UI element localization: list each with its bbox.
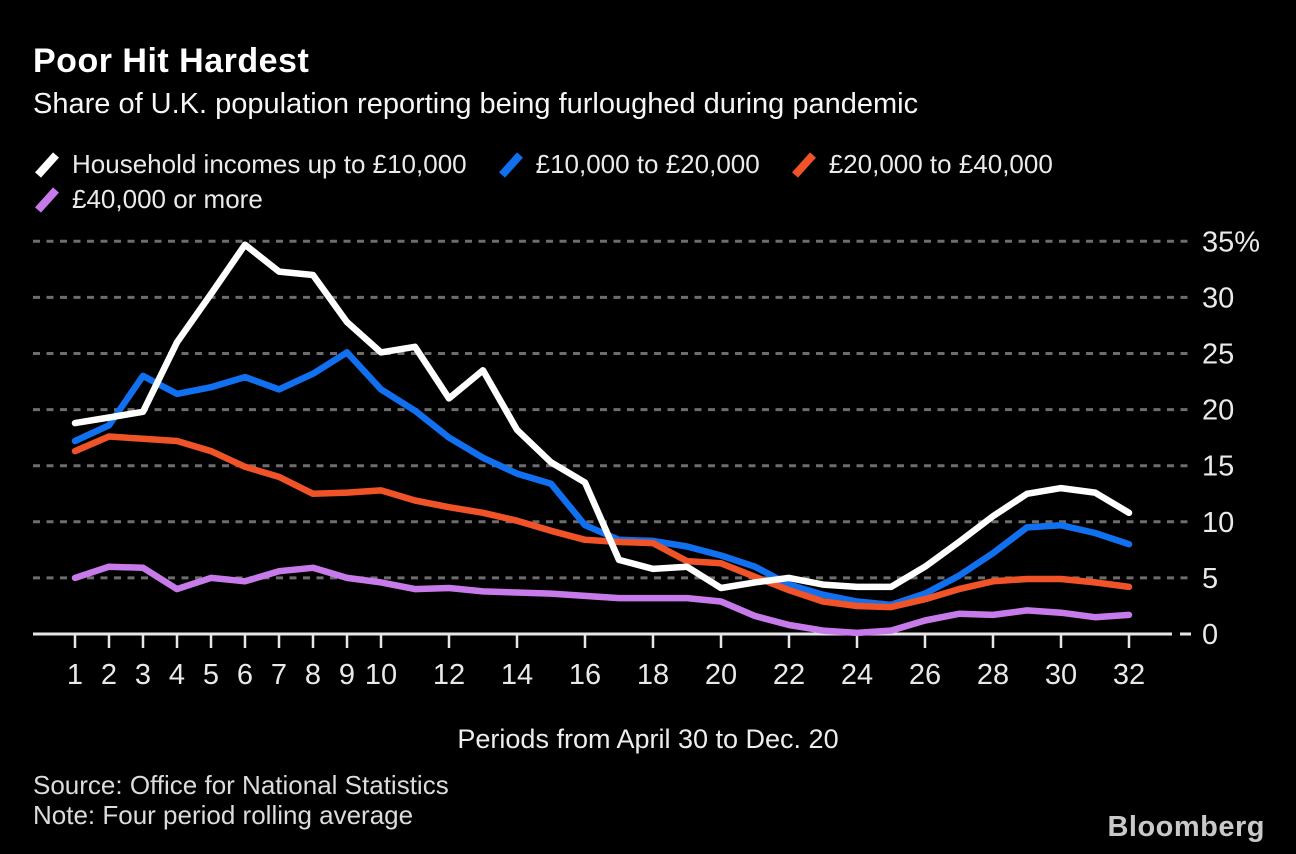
x-tick-label: 9 bbox=[339, 659, 355, 691]
legend-item: £10,000 to £20,000 bbox=[497, 149, 760, 180]
legend-item: Household incomes up to £10,000 bbox=[33, 149, 467, 180]
y-tick-label: 10 bbox=[1202, 507, 1234, 539]
x-tick-label: 20 bbox=[705, 659, 737, 691]
y-tick-label: 5 bbox=[1202, 563, 1218, 595]
x-tick-label: 7 bbox=[271, 659, 287, 691]
x-tick-label: 12 bbox=[433, 659, 465, 691]
legend-item-label: Household incomes up to £10,000 bbox=[72, 149, 467, 179]
legend-item-label: £20,000 to £40,000 bbox=[828, 149, 1053, 179]
x-axis-title: Periods from April 30 to Dec. 20 bbox=[457, 724, 839, 754]
x-tick-label: 2 bbox=[101, 659, 117, 691]
x-tick-label: 28 bbox=[977, 659, 1009, 691]
series-line-2 bbox=[71, 433, 1133, 611]
legend-row: £40,000 or more bbox=[33, 184, 1053, 215]
legend-swatch-slash-icon bbox=[791, 151, 816, 178]
y-tick-label: 0 bbox=[1202, 619, 1218, 651]
chart-legend: Household incomes up to £10,000 £10,000 … bbox=[33, 149, 1053, 215]
x-tick-label: 10 bbox=[365, 659, 397, 691]
legend-item: £20,000 to £40,000 bbox=[790, 149, 1053, 180]
series-line-0 bbox=[71, 241, 1133, 592]
legend-item: £40,000 or more bbox=[33, 184, 263, 215]
series-line-3 bbox=[71, 563, 1133, 637]
x-tick-label: 3 bbox=[135, 659, 151, 691]
y-tick-label: 15 bbox=[1202, 451, 1234, 483]
legend-swatch-slash-icon bbox=[35, 151, 59, 178]
x-tick-label: 8 bbox=[305, 659, 321, 691]
legend-item-label: £40,000 or more bbox=[72, 184, 263, 214]
x-tick-label: 6 bbox=[237, 659, 253, 691]
series-line-1 bbox=[71, 349, 1133, 609]
y-tick-label: 35% bbox=[1202, 226, 1260, 258]
x-tick-label: 16 bbox=[569, 659, 601, 691]
x-tick-label: 26 bbox=[909, 659, 941, 691]
x-tick-label: 18 bbox=[637, 659, 669, 691]
legend-item-label: £10,000 to £20,000 bbox=[535, 149, 760, 179]
y-tick-label: 25 bbox=[1202, 339, 1234, 371]
page-subtitle: Share of U.K. population reporting being… bbox=[33, 88, 919, 120]
source-text: Source: Office for National Statistics bbox=[33, 770, 449, 800]
x-tick-label: 5 bbox=[203, 659, 219, 691]
legend-row: Household incomes up to £10,000 £10,000 … bbox=[33, 149, 1053, 180]
x-tick-label: 1 bbox=[67, 659, 83, 691]
y-tick-label: 30 bbox=[1202, 282, 1234, 314]
x-tick-label: 30 bbox=[1045, 659, 1077, 691]
legend-swatch-slash-icon bbox=[35, 186, 59, 213]
page-title: Poor Hit Hardest bbox=[33, 42, 310, 80]
x-tick-label: 24 bbox=[841, 659, 873, 691]
x-tick-label: 22 bbox=[773, 659, 805, 691]
legend-swatch-slash-icon bbox=[498, 151, 523, 178]
x-tick-label: 4 bbox=[169, 659, 185, 691]
x-tick-label: 14 bbox=[501, 659, 533, 691]
note-text: Note: Four period rolling average bbox=[33, 800, 414, 830]
bloomberg-logo: Bloomberg bbox=[1107, 811, 1265, 843]
y-tick-label: 20 bbox=[1202, 395, 1234, 427]
x-tick-label: 32 bbox=[1113, 659, 1145, 691]
